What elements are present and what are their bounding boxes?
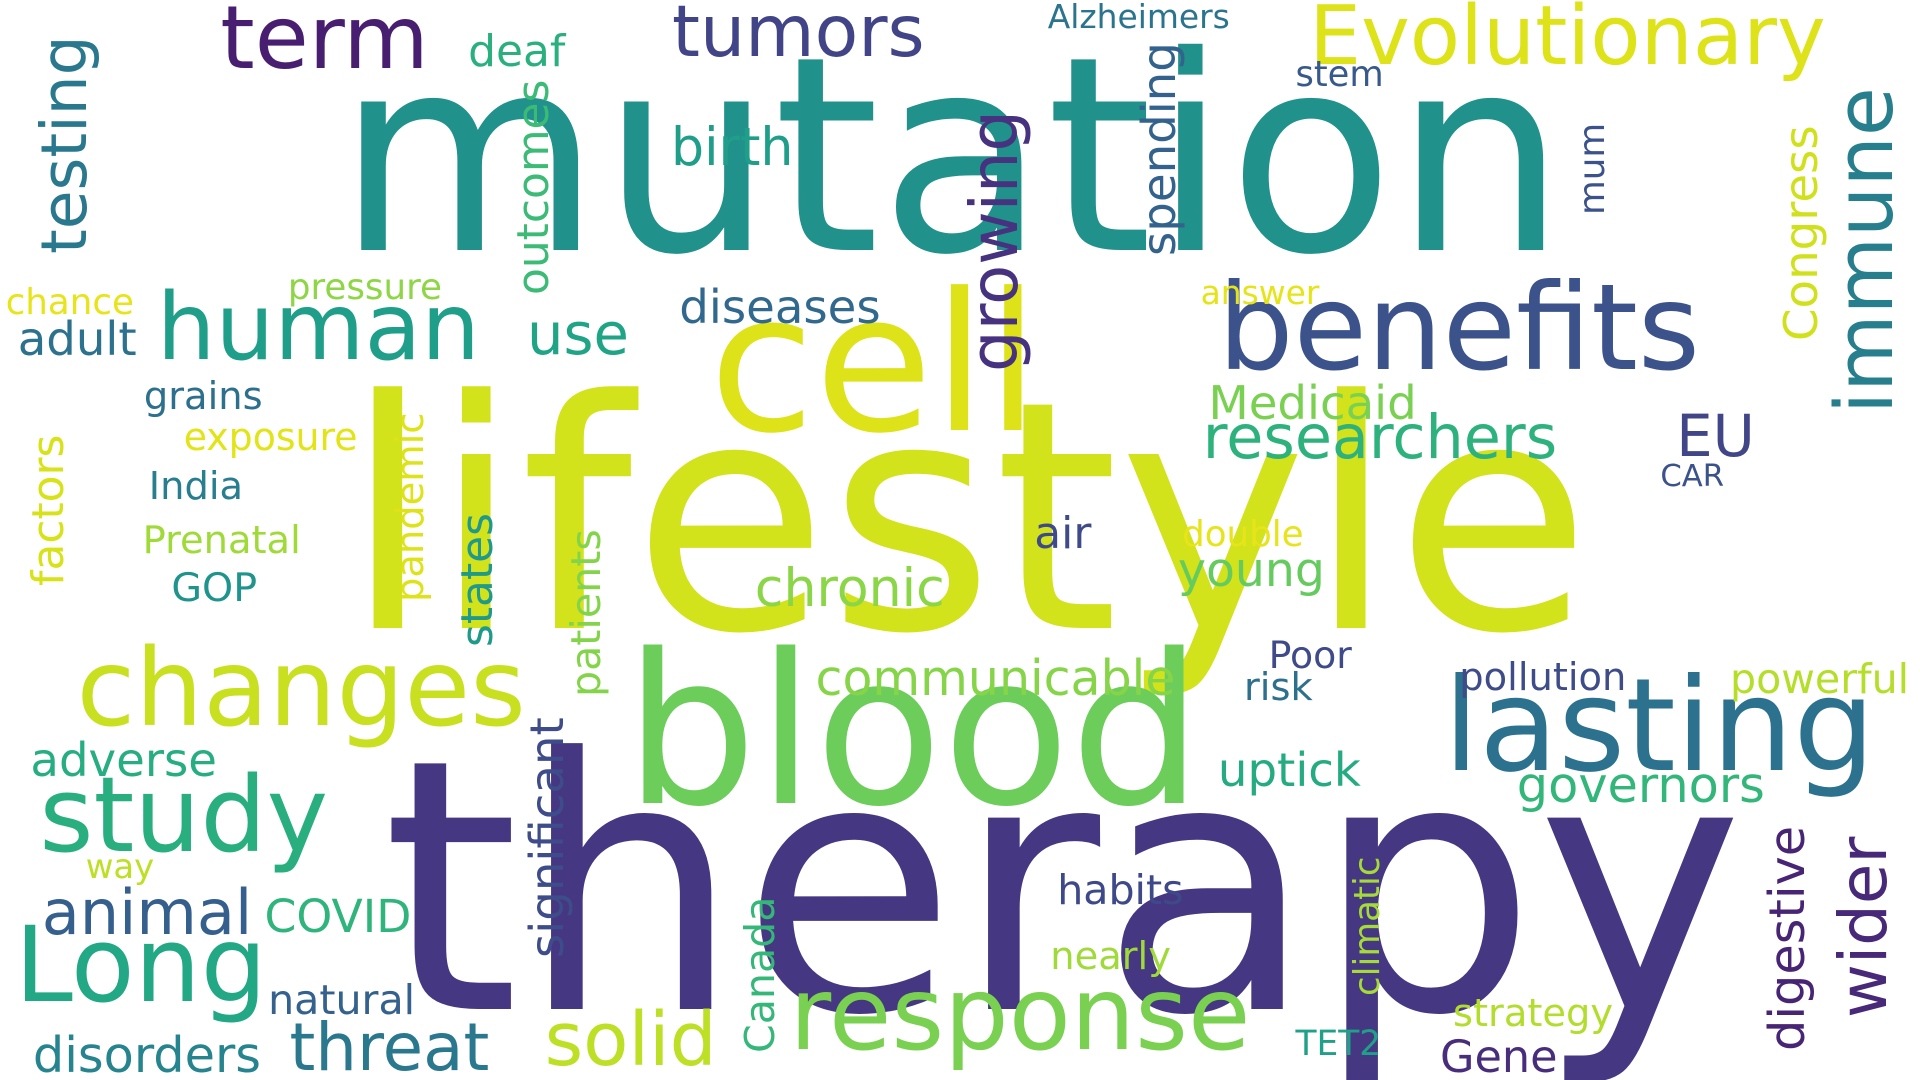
word-use: use (527, 300, 629, 368)
word-gene: Gene (1440, 1030, 1558, 1080)
word-habits: habits (1057, 865, 1184, 914)
word-animal: animal (41, 876, 253, 950)
word-human: human (156, 272, 481, 381)
word-alzheimers: Alzheimers (1047, 0, 1230, 36)
word-mum: mum (1572, 122, 1614, 215)
word-changes: changes (76, 626, 526, 751)
word-significant: significant (520, 717, 574, 958)
word-adult: adult (17, 311, 137, 366)
word-chance: chance (5, 281, 134, 323)
word-medicaid: Medicaid (1208, 375, 1417, 430)
word-uptick: uptick (1217, 742, 1361, 797)
word-pandemic: pandemic (388, 412, 434, 602)
word-tumors: tumors (672, 0, 925, 74)
word-communicable: communicable (815, 649, 1176, 707)
word-exposure: exposure (183, 415, 358, 460)
word-stem: stem (1295, 54, 1384, 96)
word-benefits: benefits (1217, 259, 1701, 399)
word-birth: birth (671, 118, 794, 179)
word-cell: cell (709, 252, 1040, 476)
word-powerful: powerful (1730, 655, 1910, 703)
word-gop: GOP (171, 565, 258, 612)
word-young: young (1178, 543, 1325, 598)
word-immune: immune (1818, 87, 1912, 415)
word-wider: wider (1824, 836, 1902, 1018)
word-double: double (1182, 514, 1304, 556)
word-nearly: nearly (1050, 934, 1171, 980)
word-testing: testing (27, 35, 102, 254)
word-study: study (39, 754, 329, 877)
word-therapy: therapy (382, 684, 1744, 1080)
word-solid: solid (544, 996, 717, 1080)
word-canada: Canada (735, 896, 784, 1053)
word-chronic: chronic (754, 558, 945, 619)
word-eu: EU (1676, 403, 1755, 471)
word-lasting: lasting (1443, 650, 1876, 801)
word-disorders: disorders (32, 1025, 261, 1080)
word-threat: threat (289, 1009, 490, 1080)
word-response: response (789, 955, 1251, 1074)
word-natural: natural (268, 975, 416, 1024)
word-strategy: strategy (1453, 990, 1614, 1036)
word-india: India (148, 464, 244, 510)
word-poor: Poor (1268, 633, 1352, 678)
word-researchers: researchers (1202, 403, 1558, 474)
word-adverse: adverse (30, 733, 217, 788)
word-mutation: mutation (336, 0, 1567, 316)
word-governors: governors (1516, 756, 1765, 815)
word-covid: COVID (264, 890, 412, 944)
word-car: CAR (1660, 459, 1725, 495)
word-prenatal: Prenatal (142, 518, 301, 563)
word-blood: blood (624, 610, 1203, 853)
word-evolutionary: Evolutionary (1309, 0, 1826, 84)
word-spending: spending (1132, 42, 1187, 257)
word-answer: answer (1200, 273, 1320, 313)
word-patients: patients (562, 529, 610, 698)
word-risk: risk (1244, 665, 1313, 710)
word-states: states (451, 513, 503, 648)
word-deaf: deaf (468, 25, 566, 77)
word-long: Long (14, 903, 267, 1026)
word-climatic: climatic (1346, 856, 1388, 996)
word-factors: factors (23, 434, 74, 587)
word-air: air (1034, 507, 1092, 559)
word-growing: growing (956, 110, 1033, 373)
word-way: way (85, 847, 155, 886)
word-digestive: digestive (1758, 825, 1817, 1051)
word-lifestyle: lifestyle (343, 334, 1592, 705)
word-pollution: pollution (1459, 655, 1627, 701)
word-tet2: TET2 (1295, 1024, 1382, 1065)
word-diseases: diseases (679, 280, 881, 334)
word-congress: Congress (1773, 124, 1828, 341)
word-pressure: pressure (287, 266, 442, 308)
word-term: term (220, 0, 429, 90)
word-grains: grains (143, 373, 263, 419)
word-outcomes: outcomes (507, 79, 559, 296)
